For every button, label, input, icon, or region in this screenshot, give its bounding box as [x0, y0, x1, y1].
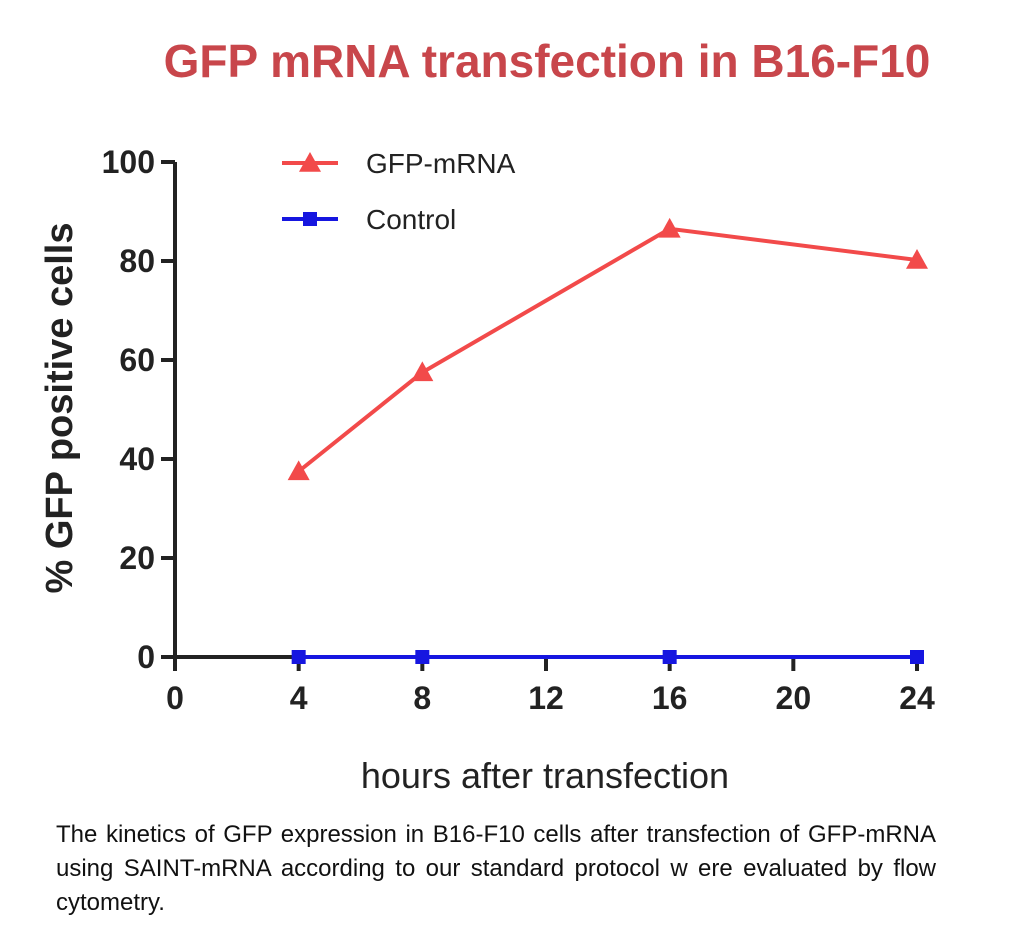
- chart-axes: [161, 160, 919, 671]
- y-tick-label: 100: [102, 144, 155, 180]
- figure-caption: The kinetics of GFP expression in B16-F1…: [56, 821, 936, 916]
- y-tick-label: 60: [119, 342, 155, 378]
- y-tick-label: 80: [119, 243, 155, 279]
- chart-title: GFP mRNA transfection in B16-F10: [163, 35, 931, 87]
- x-tick-label: 16: [652, 680, 688, 716]
- x-tick-label: 24: [899, 680, 935, 716]
- legend-label-gfp-mrna: GFP-mRNA: [366, 148, 516, 179]
- control-data-point: [291, 650, 306, 664]
- tick-labels: 0 20 40 60 80 100 0 4 8 12 16 20 24: [102, 144, 935, 716]
- control-data-point: [662, 650, 677, 664]
- y-tick-label: 40: [119, 441, 155, 477]
- x-tick-label: 20: [776, 680, 812, 716]
- control-data-point: [910, 650, 924, 664]
- x-tick-label: 8: [413, 680, 431, 716]
- x-axis-label: hours after transfection: [361, 755, 729, 796]
- x-tick-label: 12: [528, 680, 564, 716]
- gfp-mrna-data-point: [287, 460, 310, 481]
- legend-marker-gfp-mrna: [299, 152, 321, 172]
- chart-series: [287, 217, 928, 664]
- control-data-point: [415, 650, 430, 664]
- x-tick-label: 4: [290, 680, 308, 716]
- x-tick-label: 0: [166, 680, 184, 716]
- legend-marker-control: [303, 212, 317, 226]
- y-axis-label: % GFP positive cells: [39, 222, 81, 593]
- chart-legend: GFP-mRNA Control: [282, 148, 516, 235]
- y-tick-label: 0: [137, 639, 155, 675]
- gfp-mrna-series-line: [297, 226, 918, 473]
- gfp-mrna-data-point: [658, 217, 681, 238]
- legend-label-control: Control: [366, 204, 456, 235]
- y-tick-label: 20: [119, 540, 155, 576]
- gfp-mrna-data-point: [411, 361, 434, 382]
- gfp-mrna-data-point: [906, 249, 928, 269]
